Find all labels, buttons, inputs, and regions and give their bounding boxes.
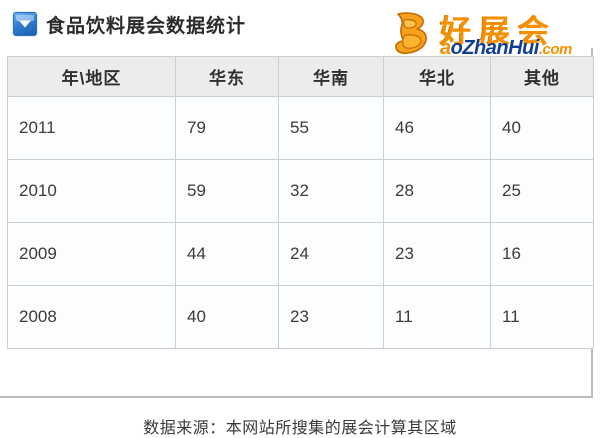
cell-huanan: 23 — [278, 285, 384, 349]
cell-huanan: 55 — [278, 96, 384, 160]
table-row: 2009 44 24 23 16 — [7, 222, 594, 286]
statistics-panel: 食品饮料展会数据统计 好展会 aoZhanHui.com 年\地区 华东 华南 … — [0, 0, 593, 398]
column-header-qita: 其他 — [490, 56, 594, 97]
cell-huadong: 59 — [175, 159, 279, 223]
table-header: 年\地区 华东 华南 华北 其他 — [7, 56, 594, 97]
column-header-huadong: 华东 — [175, 56, 279, 97]
table-row: 2010 59 32 28 25 — [7, 159, 594, 223]
cell-year: 2008 — [7, 285, 176, 349]
cell-qita: 40 — [490, 96, 594, 160]
cell-huadong: 44 — [175, 222, 279, 286]
cell-huadong: 79 — [175, 96, 279, 160]
cell-huanan: 24 — [278, 222, 384, 286]
cell-huabei: 46 — [383, 96, 491, 160]
cell-huabei: 11 — [383, 285, 491, 349]
cell-year: 2010 — [7, 159, 176, 223]
column-header-year-region: 年\地区 — [7, 56, 176, 97]
column-header-huanan: 华南 — [278, 56, 384, 97]
table-header-row: 年\地区 华东 华南 华北 其他 — [7, 56, 594, 97]
cell-huabei: 23 — [383, 222, 491, 286]
cell-qita: 16 — [490, 222, 594, 286]
cell-huanan: 32 — [278, 159, 384, 223]
table-body: 2011 79 55 46 40 2010 59 32 28 25 2009 4… — [7, 96, 594, 349]
cell-year: 2009 — [7, 222, 176, 286]
cell-huadong: 40 — [175, 285, 279, 349]
table-row: 2008 40 23 11 11 — [7, 285, 594, 349]
chevron-down-icon — [13, 12, 37, 36]
data-table-container: 年\地区 华东 华南 华北 其他 2011 79 55 46 40 2010 5 — [7, 56, 594, 437]
cell-huabei: 28 — [383, 159, 491, 223]
data-source-note: 数据来源：本网站所搜集的展会计算其区域 — [143, 420, 457, 437]
column-header-huabei: 华北 — [383, 56, 491, 97]
cell-qita: 25 — [490, 159, 594, 223]
exhibition-statistics-table: 年\地区 华东 华南 华北 其他 2011 79 55 46 40 2010 5 — [7, 56, 594, 349]
panel-header: 食品饮料展会数据统计 — [0, 0, 593, 48]
cell-year: 2011 — [7, 96, 176, 160]
table-row: 2011 79 55 46 40 — [7, 96, 594, 160]
page-title: 食品饮料展会数据统计 — [46, 15, 247, 37]
cell-qita: 11 — [490, 285, 594, 349]
